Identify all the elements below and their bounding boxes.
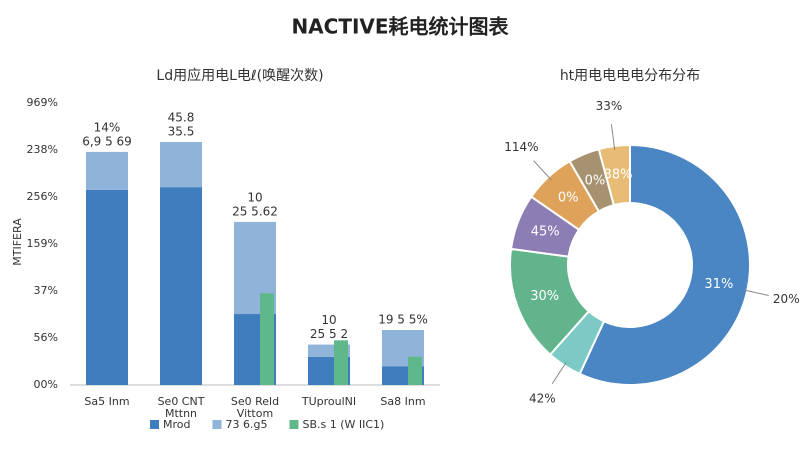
- x-tick-label: Sa5 Inm: [84, 395, 129, 408]
- slice-label: 45%: [531, 225, 560, 240]
- y-tick-label: 256%: [27, 190, 58, 203]
- bar-segment: [86, 151, 128, 190]
- donut-slice: [597, 143, 631, 207]
- bar-label: 19 5 5%: [378, 313, 428, 327]
- y-tick-label: 969%: [27, 96, 58, 109]
- y-tick-label: 56%: [34, 331, 58, 344]
- y-tick-label: 159%: [27, 237, 58, 250]
- slice-label: 0%: [558, 191, 579, 206]
- x-tick-label: Se0 Reld: [231, 395, 279, 408]
- donut-slice: [578, 143, 751, 386]
- outer-label: 33%: [596, 99, 623, 113]
- y-tick-label: 37%: [34, 284, 58, 297]
- legend-label: Mrod: [163, 418, 190, 431]
- slice-label: 0%: [585, 174, 606, 189]
- y-tick-label: 00%: [34, 378, 58, 391]
- bar-overlay: [260, 293, 274, 385]
- bar-overlay: [408, 356, 422, 385]
- bar-label: 10: [247, 190, 262, 204]
- legend-label: SB.s 1 (W IIC1): [302, 418, 384, 431]
- outer-label: 20%: [773, 292, 800, 306]
- bar-title: Ld用应用电L电ℓ(唤醒次数): [156, 67, 323, 84]
- x-tick-label: Mttnn: [165, 407, 197, 420]
- outer-label: 42%: [529, 391, 556, 405]
- bar-label: 10: [321, 313, 336, 327]
- legend-swatch: [150, 420, 159, 429]
- x-tick-label: Sa8 Inm: [380, 395, 425, 408]
- bar-label: 14%: [94, 120, 121, 134]
- bar-label: 45.8: [168, 111, 195, 125]
- bar-overlay: [334, 340, 348, 385]
- outer-label: 114%: [504, 140, 538, 154]
- slice-label: 31%: [704, 277, 733, 292]
- leader-line: [533, 160, 552, 181]
- bar-label: 6,9 5 69: [82, 134, 132, 148]
- legend-swatch: [289, 420, 299, 429]
- bar-label: 25 5.62: [232, 204, 278, 218]
- page-title: NACTIVE耗电统计图表: [291, 15, 509, 39]
- legend-label: 73 6.g5: [225, 418, 267, 431]
- slice-label: 38%: [604, 167, 633, 182]
- slice-label: 30%: [530, 289, 559, 304]
- bar-segment: [160, 142, 202, 188]
- bar-label: 25 5 2: [310, 327, 348, 341]
- y-axis-label: MTIFERA: [11, 218, 24, 266]
- donut-title: ht用电电电电分布分布: [560, 68, 700, 84]
- y-tick-label: 238%: [27, 143, 58, 156]
- x-tick-label: TUproulNI: [301, 395, 356, 408]
- bar-segment: [160, 187, 202, 385]
- legend-swatch: [212, 420, 222, 429]
- leader-line: [610, 124, 616, 151]
- leader-line: [743, 289, 769, 296]
- x-tick-label: Vittom: [237, 407, 273, 420]
- leader-line: [551, 361, 567, 385]
- x-tick-label: Se0 CNT: [158, 395, 205, 408]
- bar-segment: [86, 189, 128, 385]
- bar-label: 35.5: [168, 125, 195, 139]
